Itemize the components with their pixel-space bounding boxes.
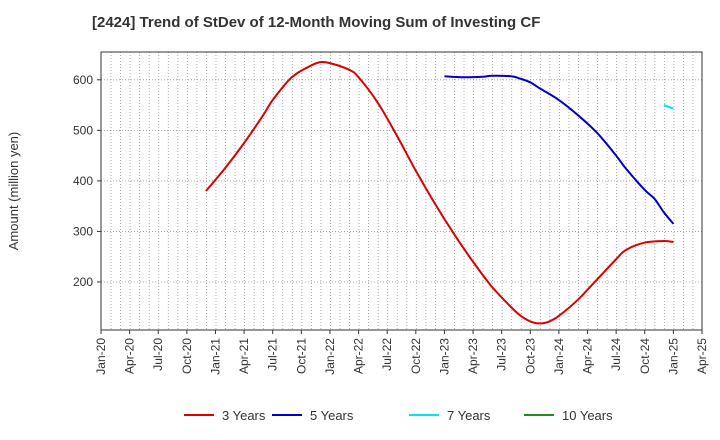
series-lines: [205, 60, 675, 325]
legend-item-10-years: 10 Years: [524, 404, 613, 426]
y-tick-label: 300: [73, 224, 93, 238]
legend-swatch: [524, 414, 554, 416]
legend-swatch: [409, 414, 439, 416]
x-tick-label: Jan-20: [94, 338, 108, 375]
series-line-5-years: [444, 74, 675, 225]
x-tick-label: Jul-23: [495, 338, 509, 371]
x-tick-label: Jul-20: [151, 338, 165, 371]
x-tick-label: Apr-21: [237, 338, 251, 374]
legend-swatch: [272, 414, 302, 416]
x-tick-label: Jan-23: [437, 338, 451, 375]
y-tick-label: 600: [73, 73, 93, 87]
y-tick-label: 200: [73, 275, 93, 289]
legend-item-5-years: 5 Years: [272, 404, 353, 426]
y-tick-label: 500: [73, 123, 93, 137]
chart-legend: 3 Years 5 Years 7 Years 10 Years: [0, 404, 720, 426]
x-tick-label: Oct-20: [180, 338, 194, 374]
x-axis-ticks: Jan-20 Apr-20 Jul-20 Oct-20 Jan-21 Apr-21 Jul-…: [94, 330, 709, 375]
x-tick-label: Apr-20: [123, 338, 137, 374]
y-axis-ticks: 200 300 400 500 600: [73, 73, 101, 289]
x-tick-label: Apr-25: [695, 338, 709, 374]
series-line-7-years: [663, 104, 674, 110]
legend-swatch: [184, 414, 214, 416]
grid-lines: [101, 52, 702, 330]
y-axis-label: Amount (million yen): [6, 132, 21, 251]
x-tick-label: Jul-21: [266, 338, 280, 371]
x-tick-label: Oct-23: [523, 338, 537, 374]
legend-label: 7 Years: [447, 407, 491, 423]
x-tick-label: Apr-22: [352, 338, 366, 374]
legend-label: 10 Years: [562, 407, 613, 423]
x-tick-label: Oct-22: [409, 338, 423, 374]
legend-label: 3 Years: [222, 407, 266, 423]
series-line-3-years: [205, 60, 674, 325]
x-tick-label: Jul-24: [609, 338, 623, 371]
chart-title: [2424] Trend of StDev of 12-Month Moving…: [92, 14, 541, 31]
x-tick-label: Oct-24: [638, 338, 652, 374]
x-tick-label: Jan-22: [323, 338, 337, 375]
y-tick-label: 400: [73, 174, 93, 188]
x-tick-label: Apr-24: [581, 338, 595, 374]
legend-label: 5 Years: [310, 407, 354, 423]
plot-area-border: [100, 51, 703, 331]
x-tick-label: Jan-21: [208, 338, 222, 375]
legend-item-7-years: 7 Years: [409, 404, 490, 426]
x-tick-label: Oct-21: [294, 338, 308, 374]
x-tick-label: Jan-24: [552, 338, 566, 375]
x-tick-label: Jul-22: [380, 338, 394, 371]
x-tick-label: Apr-23: [466, 338, 480, 374]
legend-item-3-years: 3 Years: [184, 404, 265, 426]
x-tick-label: Jan-25: [666, 338, 680, 375]
